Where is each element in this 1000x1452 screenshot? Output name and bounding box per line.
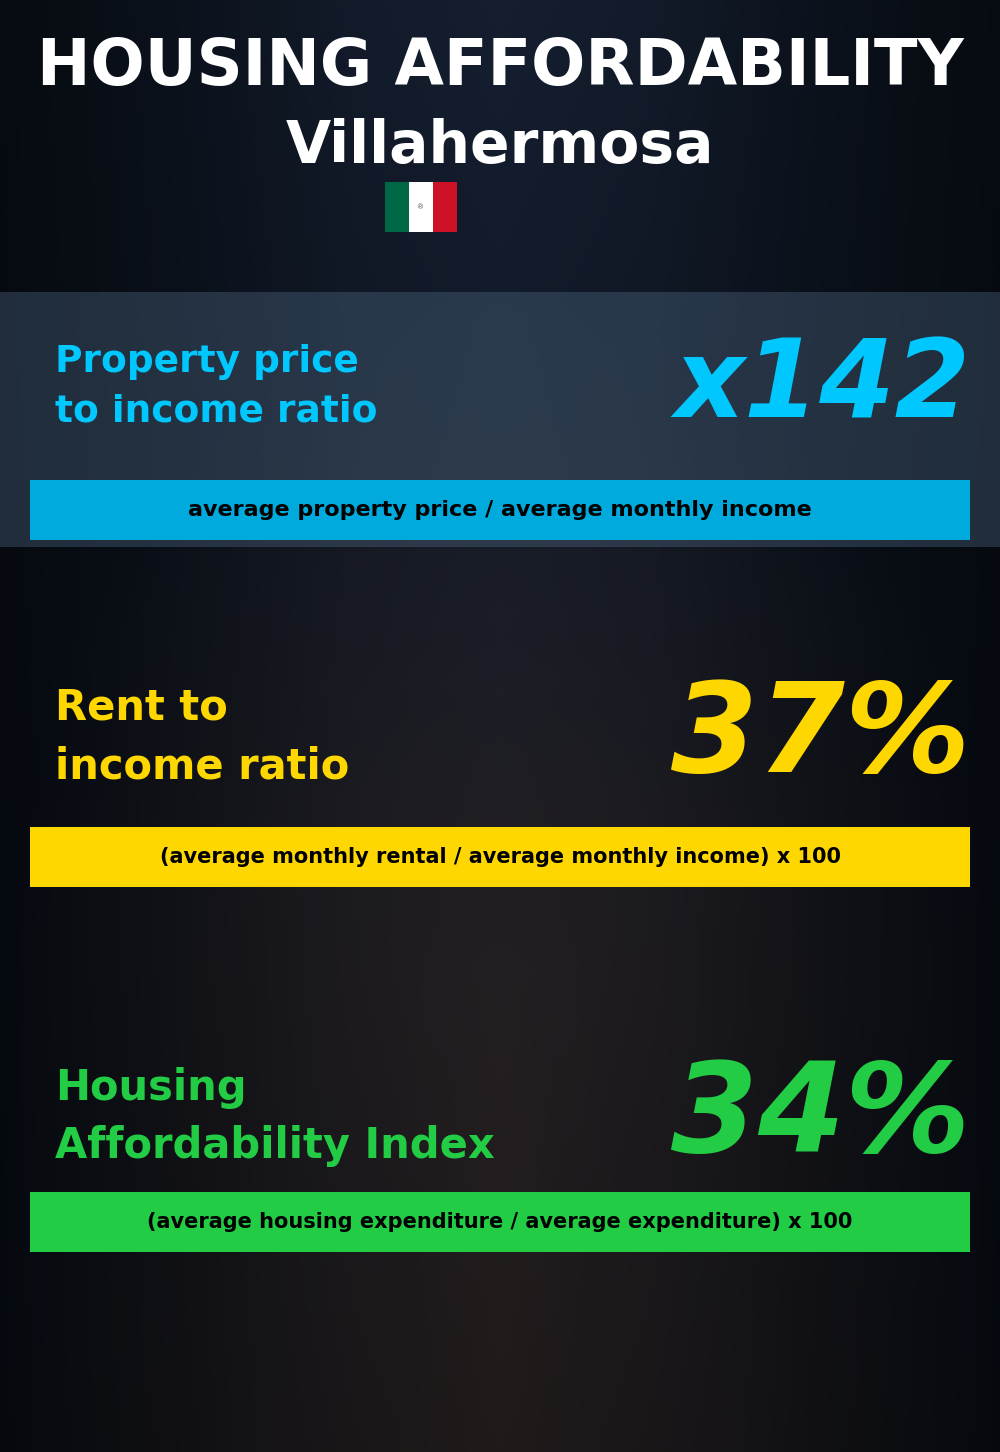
- Bar: [0, 292, 1000, 547]
- Text: Villahermosa: Villahermosa: [286, 119, 714, 176]
- Text: 37%: 37%: [671, 677, 970, 797]
- Text: Rent to
income ratio: Rent to income ratio: [55, 687, 349, 787]
- Bar: [30, 481, 970, 540]
- Text: Housing
Affordability Index: Housing Affordability Index: [55, 1067, 495, 1167]
- Bar: [385, 182, 409, 232]
- Text: HOUSING AFFORDABILITY: HOUSING AFFORDABILITY: [37, 36, 963, 97]
- Text: ®: ®: [417, 203, 425, 211]
- Text: 34%: 34%: [671, 1057, 970, 1178]
- Bar: [409, 182, 433, 232]
- Text: Property price
to income ratio: Property price to income ratio: [55, 344, 378, 430]
- Text: x142: x142: [674, 334, 970, 440]
- Text: (average monthly rental / average monthly income) x 100: (average monthly rental / average monthl…: [160, 847, 840, 867]
- Bar: [30, 828, 970, 887]
- Text: (average housing expenditure / average expenditure) x 100: (average housing expenditure / average e…: [147, 1212, 853, 1231]
- Text: average property price / average monthly income: average property price / average monthly…: [188, 499, 812, 520]
- Bar: [30, 1192, 970, 1252]
- Bar: [433, 182, 457, 232]
